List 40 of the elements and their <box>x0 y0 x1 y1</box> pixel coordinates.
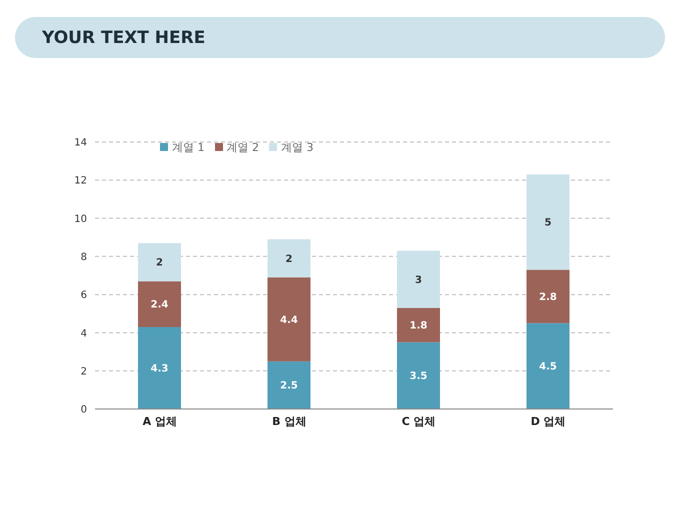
data-label: 5 <box>544 218 552 229</box>
x-tick-label: D 업체 <box>530 414 566 428</box>
data-label: 2.5 <box>280 380 298 392</box>
y-tick-label: 14 <box>74 138 87 149</box>
bar <box>138 326 181 409</box>
y-tick-label: 8 <box>80 252 87 263</box>
y-tick-label: 6 <box>80 290 87 302</box>
data-label: 4.4 <box>280 314 298 326</box>
legend-label: 계열 2 <box>226 141 259 154</box>
x-tick-label: B 업체 <box>272 414 306 428</box>
bar <box>268 277 310 362</box>
data-label: 3 <box>415 274 422 286</box>
chart-title: YOUR TEXT HERE <box>42 28 206 48</box>
bar <box>138 243 181 282</box>
data-label: 2.4 <box>150 300 168 311</box>
data-label: 4.5 <box>539 362 557 373</box>
legend-label: 계열 1 <box>172 141 204 154</box>
data-label: 2 <box>156 258 164 269</box>
data-label: 4.3 <box>150 364 168 375</box>
data-label: 2 <box>286 254 293 265</box>
data-label: 1.8 <box>410 320 428 332</box>
data-label: 3.5 <box>410 371 428 382</box>
bar <box>138 281 181 327</box>
y-tick-label: 10 <box>74 214 87 225</box>
y-tick-label: 12 <box>74 176 87 187</box>
bar <box>526 174 570 270</box>
data-label: 2.8 <box>539 292 557 304</box>
bar <box>526 323 570 409</box>
bar <box>268 239 310 278</box>
y-tick-label: 0 <box>80 404 87 416</box>
bar <box>526 270 570 324</box>
bar <box>268 361 310 409</box>
y-tick-label: 4 <box>80 328 87 340</box>
legend-label: 계열 3 <box>281 141 314 154</box>
bar <box>397 250 440 308</box>
y-tick-label: 2 <box>80 366 87 378</box>
x-tick-label: C 업체 <box>402 414 436 428</box>
bar <box>397 342 440 409</box>
x-tick-label: A 업체 <box>142 414 177 428</box>
bar <box>397 308 440 342</box>
